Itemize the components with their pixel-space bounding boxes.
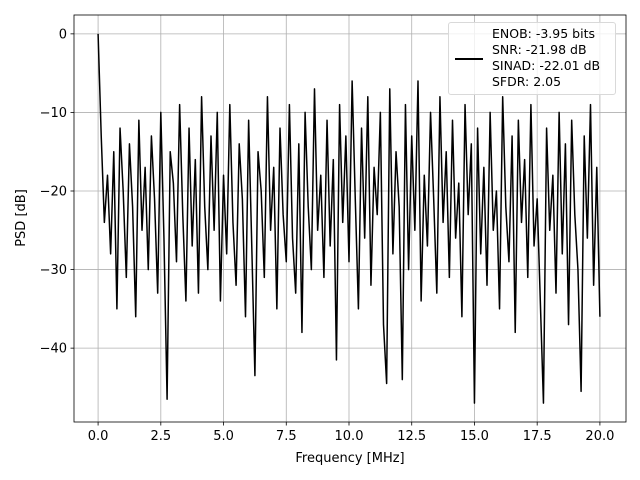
psd-line (97, 33, 601, 404)
x-tick-label: 7.5 (276, 429, 297, 444)
y-tick-label: −20 (40, 185, 67, 200)
y-tick-label: −10 (40, 106, 67, 121)
plot-frame (73, 14, 627, 423)
y-axis-label: PSD [dB] (14, 189, 29, 247)
x-axis-label: Frequency [MHz] (295, 451, 404, 466)
legend-swatch (455, 58, 483, 60)
x-tick-label: 5.0 (213, 429, 234, 444)
y-tick-label: −40 (40, 342, 67, 357)
y-tick-label: 0 (59, 27, 67, 42)
x-tick-label: 0.0 (88, 429, 109, 444)
x-tick-label: 10.0 (335, 429, 364, 444)
legend: ENOB: -3.95 bits SNR: -21.98 dB SINAD: -… (448, 22, 616, 95)
y-tick-label: −30 (40, 263, 67, 278)
x-tick-label: 17.5 (523, 429, 552, 444)
x-tick-label: 12.5 (397, 429, 426, 444)
x-tick-label: 15.0 (460, 429, 489, 444)
x-tick-label: 2.5 (150, 429, 171, 444)
legend-label: ENOB: -3.95 bits SNR: -21.98 dB SINAD: -… (492, 26, 601, 89)
x-tick-label: 20.0 (585, 429, 614, 444)
